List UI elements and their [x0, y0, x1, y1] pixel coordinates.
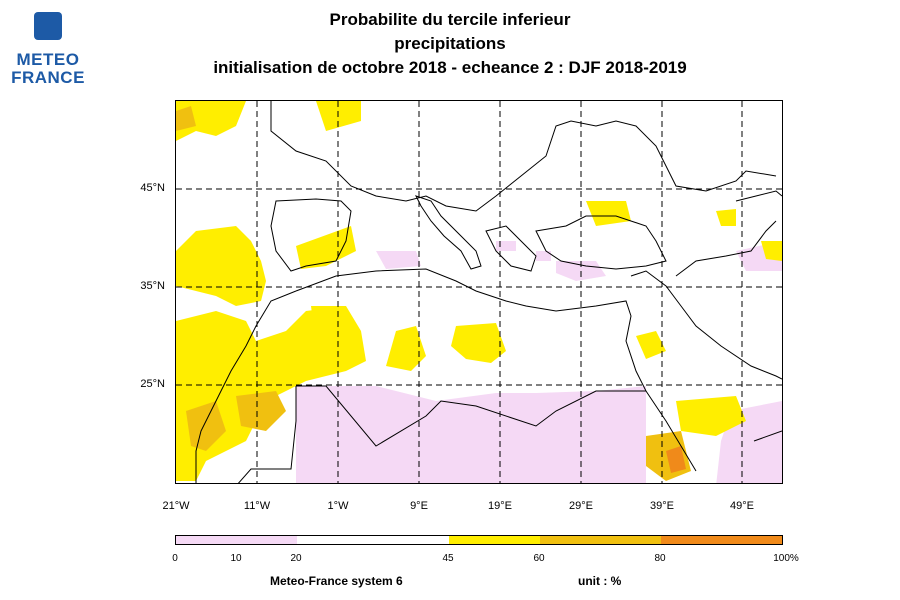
colorbar-tick-10: 10 — [230, 553, 242, 564]
lon-label-29e: 29°E — [569, 500, 593, 512]
colorbar-seg-10-20 — [236, 536, 298, 544]
lon-label-21w: 21°W — [162, 500, 190, 512]
lat-label-25n: 25°N — [140, 378, 165, 390]
logo-text-line2: FRANCE — [11, 68, 85, 87]
graticule — [176, 101, 782, 483]
colorbar-tick-45: 45 — [442, 553, 454, 564]
colorbar — [175, 535, 783, 545]
lon-label-9e: 9°E — [410, 500, 428, 512]
title-line-3: initialisation de octobre 2018 - echeanc… — [213, 58, 687, 77]
meteo-france-logo: METEO FRANCE — [8, 8, 88, 88]
pink-probability-areas — [296, 241, 782, 483]
map-canvas — [176, 101, 782, 483]
footer-model-name: Meteo-France system 6 — [270, 574, 403, 588]
lat-label-45n: 45°N — [140, 182, 165, 194]
logo-emblem-icon — [34, 12, 62, 40]
coastlines — [195, 101, 782, 483]
colorbar-tick-100: 100% — [773, 553, 799, 564]
colorbar-seg-80-100 — [660, 536, 782, 544]
colorbar-tick-20: 20 — [290, 553, 302, 564]
colorbar-tick-80: 80 — [654, 553, 666, 564]
colorbar-seg-45-60 — [448, 536, 540, 544]
title-line-2: precipitations — [394, 34, 506, 53]
colorbar-tick-0: 0 — [172, 553, 178, 564]
colorbar-seg-20-45 — [297, 536, 449, 544]
probability-map — [175, 100, 783, 484]
colorbar-seg-0-10 — [176, 536, 237, 544]
lon-label-1w: 1°W — [327, 500, 349, 512]
title-line-1: Probabilite du tercile inferieur — [329, 10, 571, 29]
logo-text-line1: METEO — [16, 50, 80, 69]
lat-label-35n: 35°N — [140, 280, 165, 292]
lon-label-19e: 19°E — [488, 500, 512, 512]
lon-label-39e: 39°E — [650, 500, 674, 512]
lon-label-49e: 49°E — [730, 500, 754, 512]
colorbar-seg-60-80 — [539, 536, 661, 544]
lon-label-11w: 11°W — [243, 500, 271, 512]
footer-unit: unit : % — [578, 574, 622, 588]
colorbar-tick-60: 60 — [533, 553, 545, 564]
